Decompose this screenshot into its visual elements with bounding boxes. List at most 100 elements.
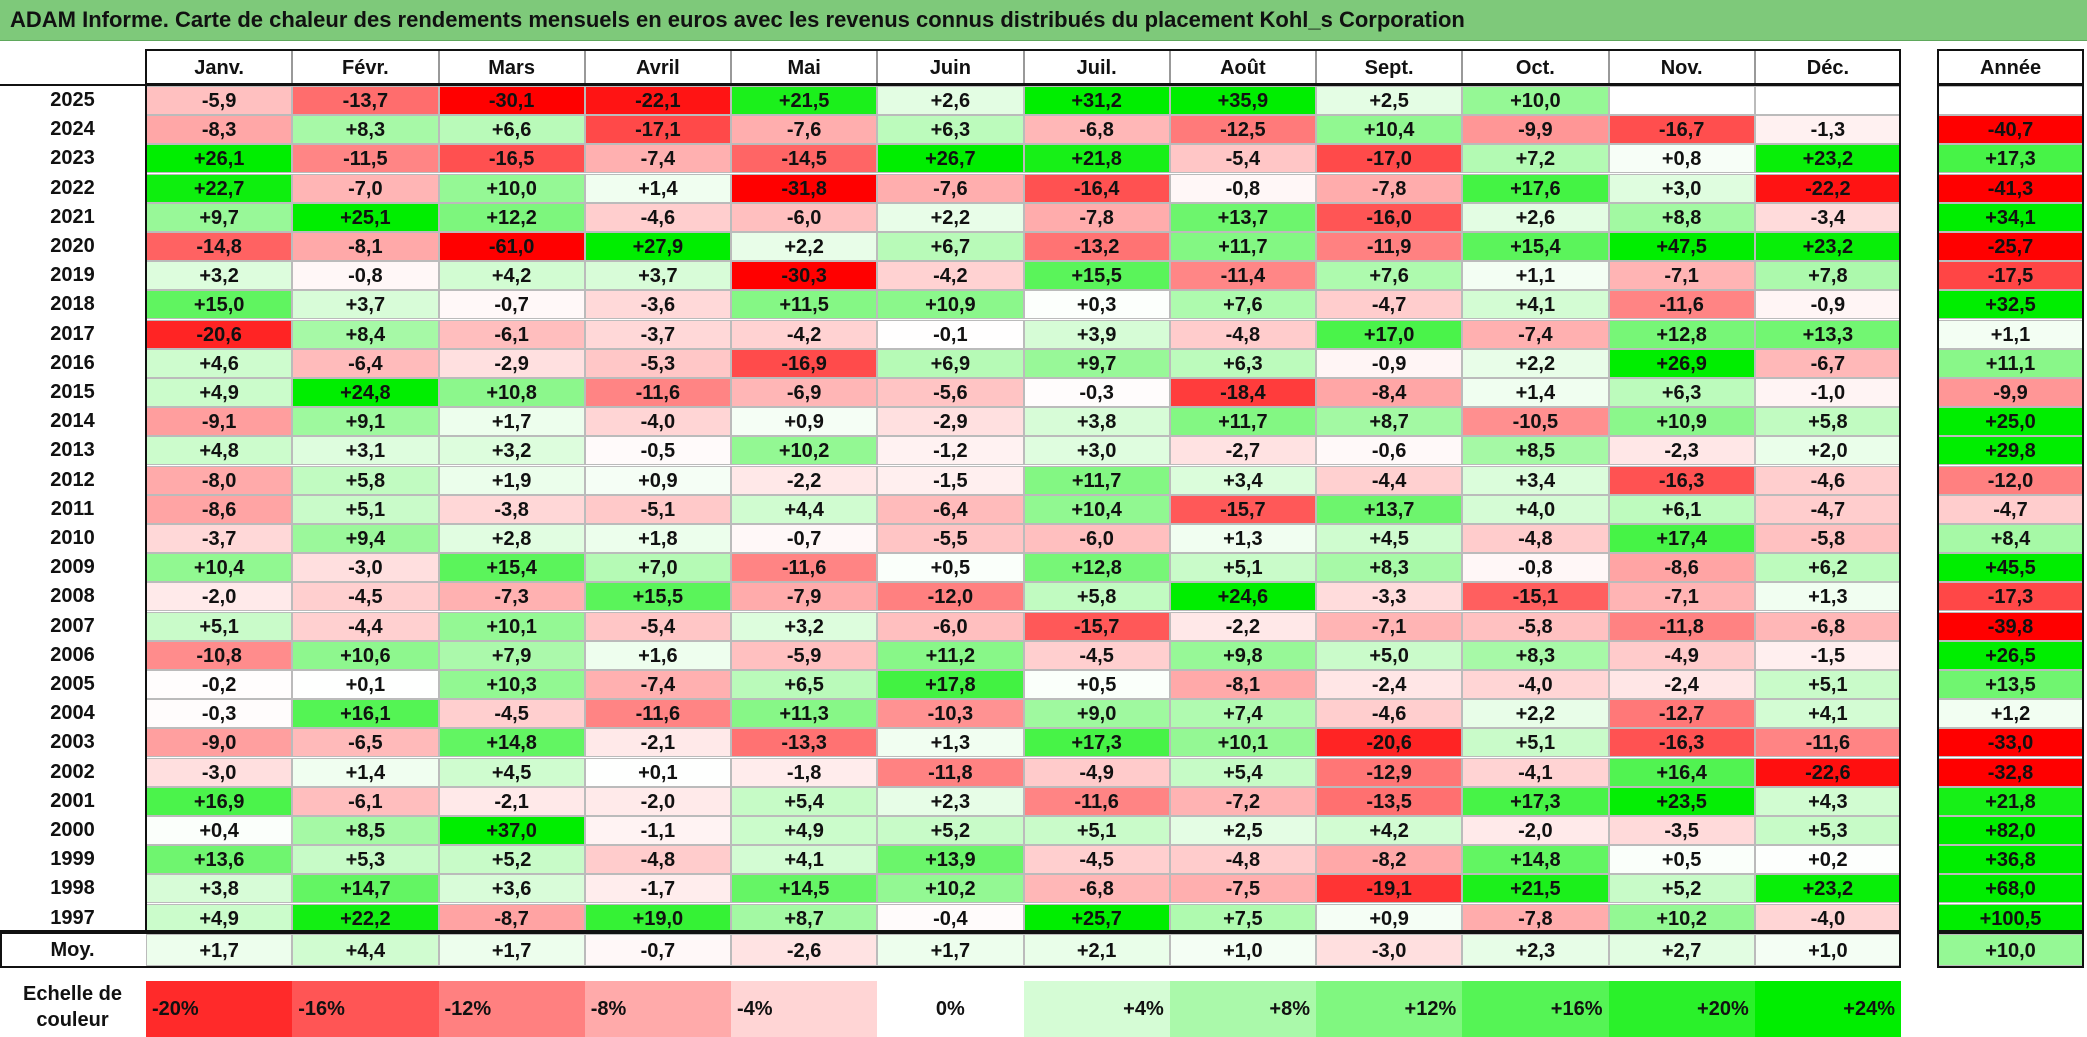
- heatmap-cell: -5,9: [731, 640, 878, 670]
- heatmap-cell: -4,0: [1754, 903, 1901, 933]
- heatmap-cell: +10,4: [1023, 494, 1170, 524]
- heatmap-cell: +26,9: [1608, 348, 1755, 378]
- heatmap-cell: -1,2: [877, 436, 1024, 466]
- year-label: 2008: [50, 585, 95, 608]
- heatmap-cell: +2,8: [438, 524, 585, 553]
- annual-cell: +1,2: [1938, 699, 2083, 729]
- annual-cell: -17,5: [1938, 261, 2083, 291]
- heatmap-cell: +12,8: [1608, 319, 1755, 349]
- heatmap-cell: [1608, 86, 1755, 115]
- heatmap-cell: -11,6: [584, 378, 731, 407]
- heatmap-cell: +8,4: [292, 319, 439, 349]
- annual-cell: -12,0: [1938, 465, 2083, 495]
- heatmap-cell: +17,6: [1462, 173, 1609, 203]
- heatmap-cell: -0,9: [1316, 348, 1463, 378]
- heatmap-cell: -22,2: [1754, 173, 1901, 203]
- heatmap-cell: -14,5: [731, 144, 878, 174]
- heatmap-cell: -6,8: [1754, 611, 1901, 641]
- heatmap-cell: +4,1: [731, 845, 878, 875]
- heatmap-cell: -6,4: [877, 494, 1024, 524]
- annual-cell: -4,7: [1938, 494, 2083, 524]
- heatmap-cell: +7,4: [1169, 699, 1316, 729]
- heatmap-cell: -2,7: [1169, 436, 1316, 466]
- heatmap-cell: +13,3: [1754, 319, 1901, 349]
- heatmap-cell: -13,3: [731, 728, 878, 758]
- heatmap-cell: -2,9: [438, 348, 585, 378]
- heatmap-cell: +17,3: [1462, 786, 1609, 816]
- average-cell: +2,7: [1608, 934, 1755, 966]
- heatmap-cell: -22,1: [584, 86, 731, 115]
- heatmap-cell: -0,1: [877, 319, 1024, 349]
- heatmap-cell: +5,2: [438, 845, 585, 875]
- heatmap-cell: -9,1: [146, 407, 293, 437]
- heatmap-cell: +0,5: [1023, 670, 1170, 699]
- heatmap-cell: -2,1: [584, 728, 731, 758]
- color-scale-step: +20%: [1608, 981, 1755, 1037]
- heatmap-cell: -4,5: [1023, 640, 1170, 670]
- heatmap-cell: -7,8: [1023, 202, 1170, 232]
- heatmap-cell: -6,8: [1023, 874, 1170, 904]
- heatmap-cell: -0,8: [1462, 553, 1609, 583]
- heatmap-cell: -4,2: [877, 261, 1024, 291]
- heatmap-cell: -12,7: [1608, 699, 1755, 729]
- heatmap-cell: -6,9: [731, 378, 878, 407]
- heatmap-cell: +2,2: [731, 232, 878, 261]
- annual-cell: -32,8: [1938, 757, 2083, 787]
- year-label: 2001: [50, 789, 95, 812]
- heatmap-cell: +2,2: [877, 202, 1024, 232]
- heatmap-cell: +24,8: [292, 378, 439, 407]
- heatmap-cell: +11,2: [877, 640, 1024, 670]
- heatmap-cell: -61,0: [438, 232, 585, 261]
- heatmap-cell: +5,8: [292, 465, 439, 495]
- heatmap-cell: -8,6: [146, 494, 293, 524]
- heatmap-cell: +11,7: [1169, 232, 1316, 261]
- heatmap-cell: -20,6: [146, 319, 293, 349]
- heatmap-cell: -16,3: [1608, 728, 1755, 758]
- heatmap-cell: -13,2: [1023, 232, 1170, 261]
- month-header: Août: [1169, 50, 1316, 84]
- heatmap-cell: +14,8: [438, 728, 585, 758]
- heatmap-cell: -4,8: [1169, 319, 1316, 349]
- heatmap-cell: +6,9: [877, 348, 1024, 378]
- year-label: 2011: [50, 497, 95, 520]
- heatmap-cell: +3,2: [438, 436, 585, 466]
- heatmap-cell: -5,4: [1169, 144, 1316, 174]
- heatmap-cell: -4,4: [1316, 465, 1463, 495]
- heatmap-cell: +11,7: [1169, 407, 1316, 437]
- heatmap-cell: +7,6: [1316, 261, 1463, 291]
- year-label: 2025: [50, 89, 95, 111]
- average-cell: +4,4: [292, 934, 439, 966]
- heatmap-cell: +23,2: [1754, 232, 1901, 261]
- heatmap-cell: -2,4: [1608, 670, 1755, 699]
- year-label: 2013: [50, 439, 95, 462]
- heatmap-cell: +7,2: [1462, 144, 1609, 174]
- year-label: 2021: [50, 205, 95, 228]
- heatmap-cell: +7,8: [1754, 261, 1901, 291]
- heatmap-cell: +13,6: [146, 845, 293, 875]
- heatmap-cell: +47,5: [1608, 232, 1755, 261]
- annual-cell: +1,1: [1938, 319, 2083, 349]
- heatmap-cell: +5,4: [1169, 757, 1316, 787]
- heatmap-cell: +23,2: [1754, 874, 1901, 904]
- heatmap-cell: -1,0: [1754, 378, 1901, 407]
- color-scale-label: Echelle de couleur: [0, 981, 145, 1037]
- heatmap-cell: -11,4: [1169, 261, 1316, 291]
- heatmap-cell: -2,4: [1316, 670, 1463, 699]
- heatmap-cell: +10,9: [1608, 407, 1755, 437]
- heatmap-cell: -11,6: [1023, 786, 1170, 816]
- heatmap-cell: +5,4: [731, 786, 878, 816]
- heatmap-cell: +1,3: [877, 728, 1024, 758]
- annual-cell: +82,0: [1938, 816, 2083, 845]
- annual-cell: -25,7: [1938, 232, 2083, 261]
- heatmap-cell: +15,4: [1462, 232, 1609, 261]
- heatmap-cell: -0,7: [731, 524, 878, 553]
- annual-cell: +34,1: [1938, 202, 2083, 232]
- heatmap-cell: +6,5: [731, 670, 878, 699]
- month-header: Déc.: [1754, 50, 1901, 84]
- color-scale-label-line2: couleur: [36, 1009, 109, 1031]
- heatmap-cell: +4,9: [146, 903, 293, 933]
- heatmap-cell: -14,8: [146, 232, 293, 261]
- color-scale-step: +16%: [1462, 981, 1609, 1037]
- heatmap-cell: -5,1: [584, 494, 731, 524]
- year-label: 2015: [50, 381, 95, 403]
